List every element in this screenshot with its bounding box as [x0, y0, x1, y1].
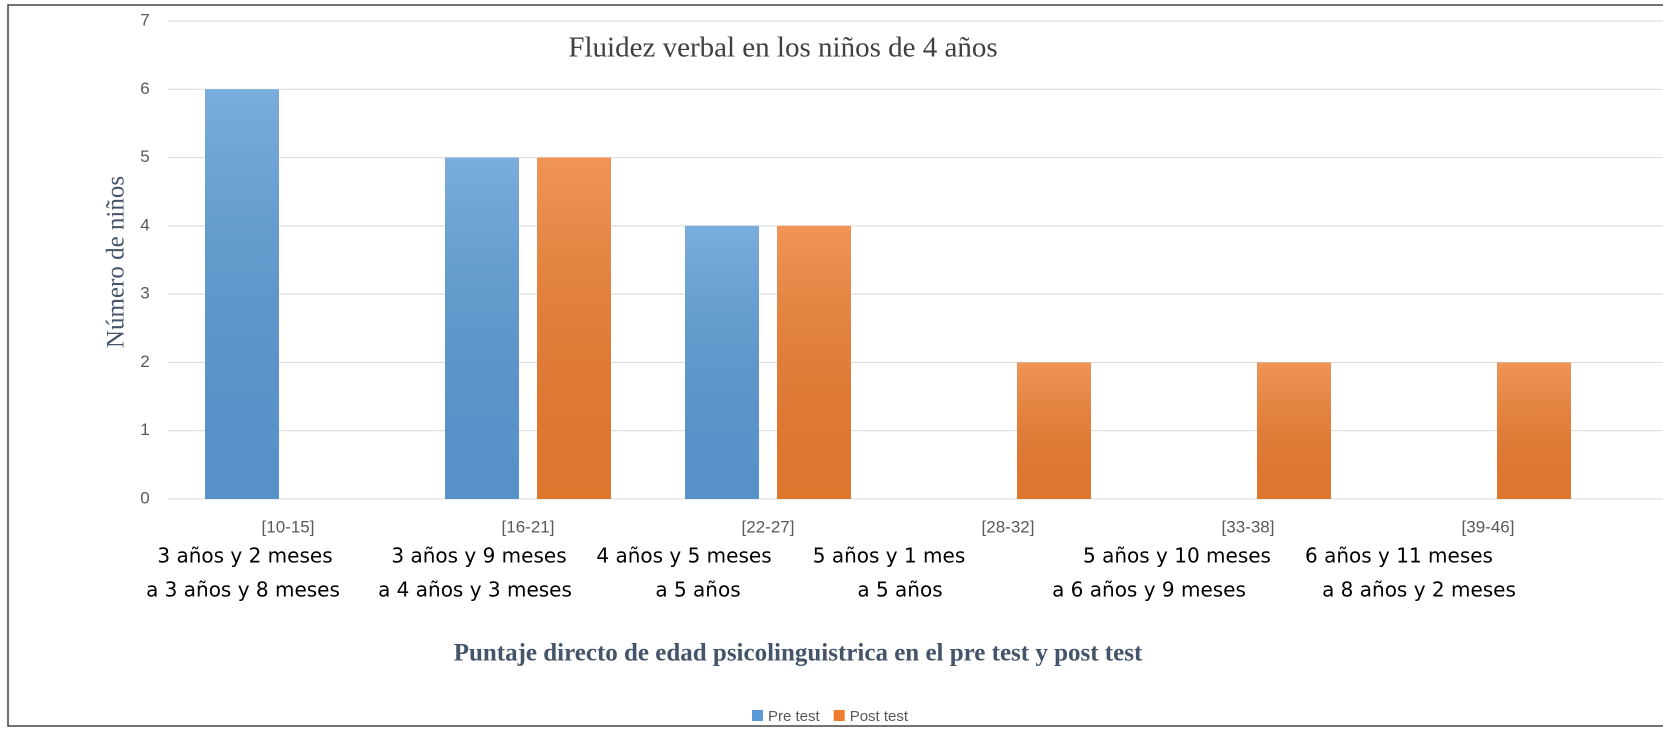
frame — [7, 4, 1663, 727]
legend-label: Pre test — [768, 708, 821, 725]
age-label: 3 años y 2 meses — [157, 544, 332, 568]
bar-shade — [1017, 362, 1091, 499]
age-label: a 3 años y 8 meses — [146, 578, 340, 602]
age-label: a 4 años y 3 meses — [378, 578, 572, 602]
y-tick-label: 6 — [140, 79, 149, 98]
age-label: 5 años y 1 mes — [813, 544, 966, 568]
bar-shade — [537, 157, 611, 500]
bar-shade — [1497, 362, 1571, 499]
y-tick-label: 4 — [140, 215, 149, 234]
age-label: 6 años y 11 meses — [1305, 544, 1493, 568]
age-label: a 5 años — [857, 578, 942, 602]
age-label: 3 años y 9 meses — [391, 544, 566, 568]
x-tick-label: [10-15] — [262, 517, 315, 536]
bar-shade — [1257, 362, 1331, 499]
y-tick-label: 5 — [140, 147, 149, 166]
bar-shade — [685, 225, 759, 499]
x-tick-label: [22-27] — [742, 517, 795, 536]
chart-title: Fluidez verbal en los niños de 4 años — [568, 32, 997, 64]
age-label: a 6 años y 9 meses — [1052, 578, 1246, 602]
bar-shade — [445, 157, 519, 500]
y-axis-title: Número de niños — [103, 176, 130, 348]
age-label: 4 años y 5 meses — [596, 544, 771, 568]
y-tick-label: 3 — [140, 284, 149, 303]
legend-swatch — [752, 710, 763, 721]
age-label: a 8 años y 2 meses — [1322, 578, 1516, 602]
bar-shade — [777, 225, 851, 499]
legend-label: Post test — [850, 708, 909, 725]
y-tick-label: 7 — [140, 10, 149, 29]
y-tick-label: 0 — [140, 488, 149, 507]
x-tick-label: [16-21] — [502, 517, 555, 536]
x-tick-label: [33-38] — [1222, 517, 1275, 536]
x-tick-label: [39-46] — [1462, 517, 1515, 536]
age-label: 5 años y 10 meses — [1083, 544, 1271, 568]
bar-shade — [205, 89, 279, 500]
x-tick-label: [28-32] — [982, 517, 1035, 536]
y-tick-label: 2 — [140, 352, 149, 371]
legend-swatch — [833, 710, 845, 721]
y-tick-label: 1 — [140, 420, 149, 439]
x-axis-title: Puntaje directo de edad psicolinguistric… — [454, 640, 1143, 667]
age-label: a 5 años — [655, 578, 740, 602]
